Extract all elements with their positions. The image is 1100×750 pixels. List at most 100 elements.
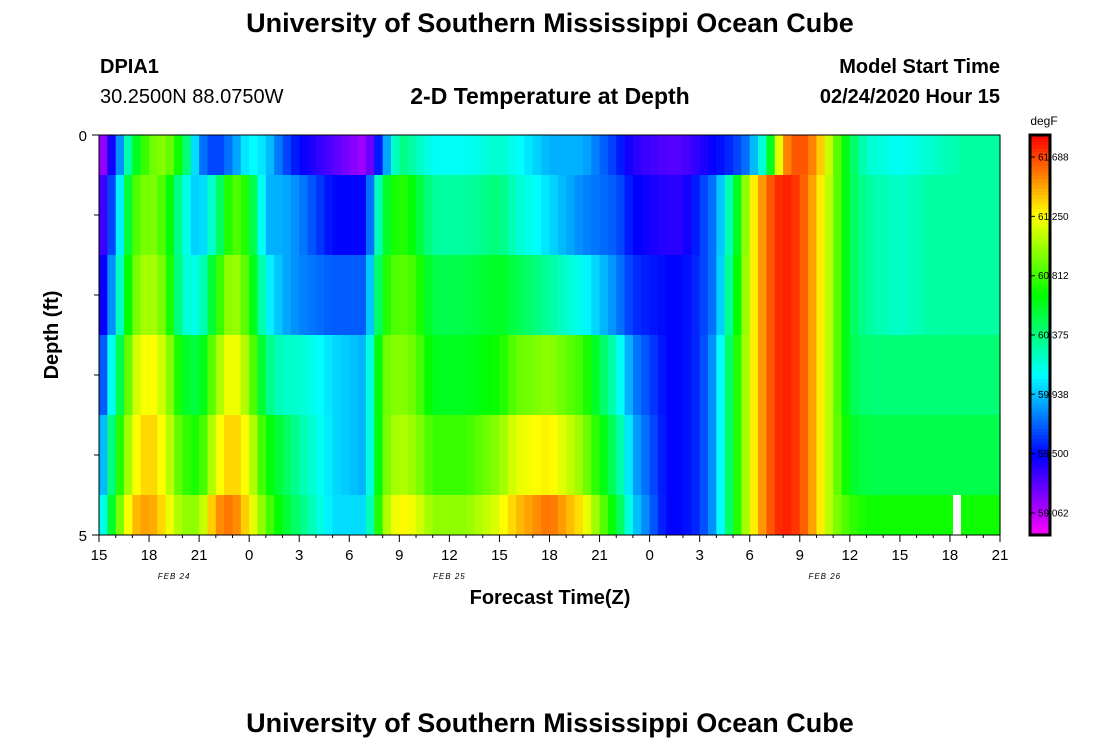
heatmap-cell <box>215 135 225 175</box>
heatmap-cell <box>924 175 934 255</box>
heatmap-cell <box>232 175 242 255</box>
y-tick-label: 5 <box>79 528 87 545</box>
heatmap-cell <box>924 415 934 495</box>
heatmap-cell <box>299 495 309 535</box>
heatmap-cell <box>924 495 934 535</box>
heatmap-cell <box>516 175 526 255</box>
heatmap-cell <box>491 415 501 495</box>
heatmap-cell <box>165 495 175 535</box>
colorbar-segment <box>1030 185 1050 189</box>
heatmap-cell <box>224 495 234 535</box>
heatmap-cell <box>457 135 467 175</box>
heatmap-cell <box>399 415 409 495</box>
heatmap-cell <box>257 135 267 175</box>
heatmap-cell <box>983 495 993 535</box>
heatmap-cell <box>582 415 592 495</box>
heatmap-cell <box>307 175 317 255</box>
heatmap-cell <box>232 415 242 495</box>
heatmap-cell <box>783 255 793 335</box>
heatmap-cell <box>607 255 617 335</box>
colorbar-segment <box>1030 301 1050 306</box>
colorbar-segment <box>1030 365 1050 369</box>
heatmap-cell <box>849 255 859 335</box>
heatmap-cell <box>199 415 209 495</box>
colorbar-segment <box>1030 428 1050 433</box>
heatmap-cell <box>591 495 601 535</box>
colorbar-segment <box>1030 361 1050 366</box>
heatmap-cell <box>649 135 659 175</box>
heatmap-cell <box>474 415 484 495</box>
heatmap-cell <box>724 135 734 175</box>
heatmap-cell <box>399 495 409 535</box>
heatmap-cell <box>282 495 292 535</box>
heatmap-cell <box>574 335 584 415</box>
heatmap-cell <box>424 495 434 535</box>
colorbar-segment <box>1030 241 1050 246</box>
heatmap-cell <box>858 175 868 255</box>
model-start-label: Model Start Time <box>839 56 1000 78</box>
heatmap-cell <box>249 415 259 495</box>
heatmap-cell <box>699 415 709 495</box>
heatmap-cell <box>541 135 551 175</box>
heatmap-cell <box>607 415 617 495</box>
missing-data-mark <box>953 495 961 535</box>
heatmap-cell <box>749 255 759 335</box>
colorbar-segment <box>1030 501 1050 506</box>
heatmap-cell <box>407 415 417 495</box>
colorbar-segment <box>1030 308 1050 313</box>
colorbar-segment <box>1030 218 1050 223</box>
heatmap-cell <box>174 175 184 255</box>
heatmap-cell <box>182 175 192 255</box>
heatmap-cell <box>582 255 592 335</box>
heatmap-cell <box>257 495 267 535</box>
heatmap-cell <box>457 255 467 335</box>
heatmap-cell <box>582 495 592 535</box>
heatmap-cell <box>541 495 551 535</box>
heatmap-cell <box>416 135 425 175</box>
heatmap-cell <box>983 335 993 415</box>
heatmap-cell <box>357 175 367 255</box>
colorbar-segment <box>1030 491 1050 496</box>
heatmap-cell <box>557 255 567 335</box>
colorbar-segment <box>1030 358 1050 363</box>
heatmap-cell <box>682 175 692 255</box>
heatmap-cell <box>549 135 559 175</box>
heatmap-cell <box>557 335 567 415</box>
colorbar-segment <box>1030 291 1050 296</box>
heatmap-cell <box>374 495 384 535</box>
heatmap-cell <box>140 135 150 175</box>
heatmap-cell <box>299 135 309 175</box>
heatmap-cell <box>240 175 250 255</box>
colorbar-segment <box>1030 331 1050 336</box>
heatmap-cell <box>374 335 384 415</box>
heatmap-cell <box>966 335 976 415</box>
heatmap-cell <box>190 175 200 255</box>
colorbar-segment <box>1030 275 1050 279</box>
heatmap-cell <box>282 175 292 255</box>
colorbar-segment <box>1030 295 1050 299</box>
heatmap-cell <box>841 335 851 415</box>
heatmap-cell <box>624 135 634 175</box>
heatmap-cell <box>916 135 926 175</box>
heatmap-cell <box>657 255 667 335</box>
heatmap-cell <box>274 415 284 495</box>
heatmap-cell <box>257 335 267 415</box>
heatmap-cell <box>215 255 225 335</box>
heatmap-cell <box>107 135 117 175</box>
heatmap-cell <box>966 175 976 255</box>
heatmap-cell <box>449 495 459 535</box>
heatmap-cell <box>632 255 642 335</box>
heatmap-cell <box>582 135 592 175</box>
heatmap-cell <box>307 415 317 495</box>
heatmap-cell <box>124 255 133 335</box>
heatmap-cell <box>783 335 793 415</box>
heatmap-cell <box>365 495 375 535</box>
heatmap-cell <box>624 175 634 255</box>
heatmap-cell <box>99 495 108 535</box>
colorbar-segment <box>1030 235 1050 239</box>
heatmap-cell <box>899 415 909 495</box>
heatmap-cell <box>491 495 501 535</box>
y-axis-ticks: 05 <box>79 128 99 545</box>
colorbar-segment <box>1030 488 1050 493</box>
x-axis-label: Forecast Time(Z) <box>470 587 631 609</box>
